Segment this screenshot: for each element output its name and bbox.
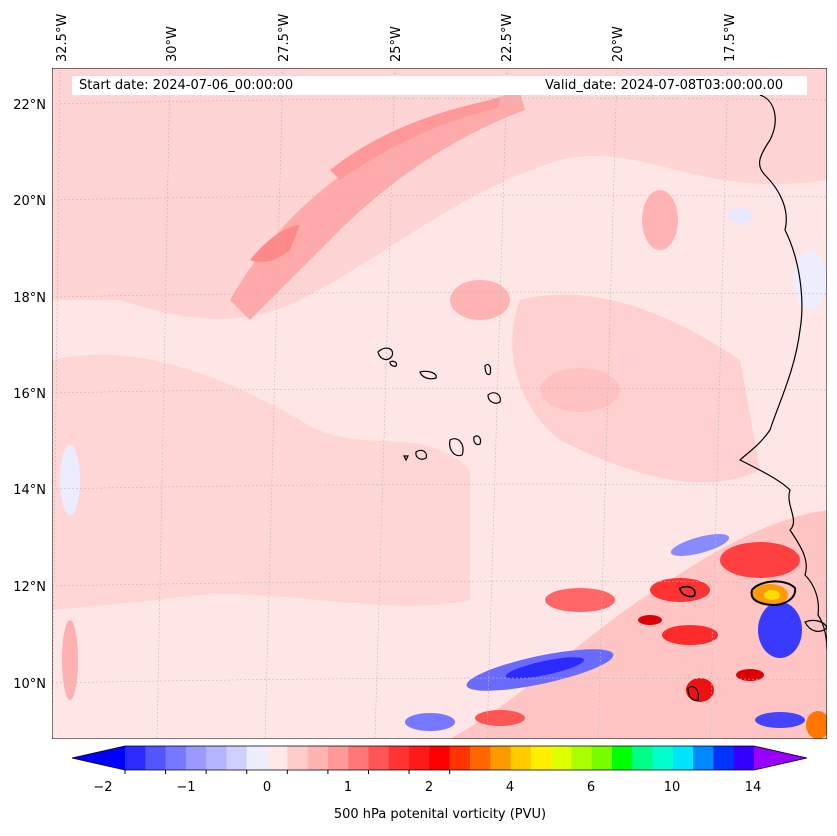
lat-label: 18°N	[13, 291, 46, 306]
colorbar-extend-max	[754, 746, 807, 770]
coastline	[377, 94, 827, 701]
colorbar-segment	[409, 746, 430, 770]
colorbar-segment	[652, 746, 674, 770]
pv-contour-patch	[450, 280, 510, 320]
pv-contour-band	[230, 92, 525, 320]
colorbar-segment	[490, 746, 512, 770]
colorbar-tick-label: −2	[93, 780, 113, 795]
pv-contour-pink	[52, 354, 470, 610]
pv-contour-positive	[545, 588, 615, 612]
pv-contour-patch	[540, 368, 620, 412]
lon-label: 30°W	[165, 26, 180, 62]
lon-label: 25°W	[389, 26, 404, 62]
start-date-label: Start date: 2024-07-06_00:00:00	[79, 78, 294, 93]
lat-label: 12°N	[13, 580, 46, 595]
pv-contour-negative	[405, 713, 455, 731]
colorbar-segment	[551, 746, 572, 770]
colorbar-segment	[145, 746, 167, 770]
lat-label: 16°N	[13, 387, 46, 402]
colorbar-segment	[632, 746, 654, 770]
colorbar-tick-label: 14	[744, 780, 762, 795]
pv-contour-negative	[755, 712, 805, 728]
colorbar-segments	[71, 745, 808, 771]
colorbar-segment	[206, 746, 227, 770]
colorbar-segment	[672, 746, 694, 770]
colorbar-segment	[429, 746, 451, 770]
lon-label: 27.5°W	[277, 13, 292, 62]
lon-label: 17.5°W	[723, 13, 738, 62]
pv-contour-high	[806, 711, 827, 739]
pv-contour-band-core	[330, 98, 500, 180]
colorbar-segment	[693, 746, 714, 770]
map-plot-area	[52, 68, 827, 739]
pv-contour-positive	[638, 615, 662, 625]
colorbar-tick-marks	[124, 770, 451, 774]
pv-contour-positive	[720, 542, 800, 578]
colorbar-segment	[510, 746, 532, 770]
pv-contour-negative	[670, 534, 730, 556]
pv-contour-positive	[736, 669, 764, 681]
pv-contour-positive	[686, 678, 714, 702]
valid-date-label: Valid_date: 2024-07-08T03:00:00.00	[545, 78, 784, 93]
colorbar-extend-min	[72, 746, 125, 770]
colorbar-segment	[125, 746, 146, 770]
colorbar-segment	[449, 746, 471, 770]
pv-contour-patch-blue	[728, 207, 752, 223]
pv-contour-negative	[758, 602, 802, 658]
colorbar-tick-label: 4	[505, 780, 515, 795]
pv-contour-pink	[52, 68, 827, 319]
colorbar-segment	[530, 746, 552, 770]
lat-label: 10°N	[13, 677, 46, 692]
colorbar-tick-label: 10	[663, 780, 681, 795]
colorbar-tick-label: 1	[343, 780, 353, 795]
lat-label: 14°N	[13, 483, 46, 498]
lon-label: 22.5°W	[500, 13, 515, 62]
colorbar-segment	[267, 746, 288, 770]
lon-label: 20°W	[611, 26, 626, 62]
info-bar	[72, 76, 807, 95]
colorbar-segment	[246, 746, 268, 770]
colorbar-segment	[388, 746, 410, 770]
colorbar-tick-label: 6	[586, 780, 596, 795]
pv-contour-high	[764, 590, 780, 600]
lon-label: 32.5°W	[55, 13, 70, 62]
colorbar-segment	[185, 746, 207, 770]
colorbar-segment	[348, 746, 369, 770]
colorbar-segment	[226, 746, 248, 770]
colorbar-tick-label: 2	[424, 780, 434, 795]
colorbar-segment	[591, 746, 613, 770]
lat-label: 20°N	[13, 194, 46, 209]
colorbar-segment	[307, 746, 329, 770]
pv-contour-patch-blue	[794, 250, 826, 310]
pv-contour-positive	[475, 710, 525, 726]
lat-label: 22°N	[13, 98, 46, 113]
pv-contour-patch-blue	[60, 445, 80, 515]
colorbar-segment	[368, 746, 390, 770]
colorbar-segment	[611, 746, 633, 770]
colorbar-segment	[713, 746, 735, 770]
colorbar-segment	[287, 746, 309, 770]
colorbar-segment	[469, 746, 491, 770]
colorbar-title: 500 hPa potenital vorticity (PVU)	[333, 807, 547, 822]
colorbar	[71, 745, 808, 774]
colorbar-segment	[327, 746, 349, 770]
pv-contour-positive	[662, 625, 718, 645]
pv-contour-band-core	[250, 225, 300, 263]
pv-contour-patch	[642, 190, 678, 250]
colorbar-segment	[165, 746, 187, 770]
colorbar-segment	[571, 746, 593, 770]
colorbar-segment	[733, 746, 755, 770]
pv-contour-patch	[62, 620, 78, 700]
gridlines	[52, 68, 827, 739]
colorbar-tick-label: −1	[176, 780, 196, 795]
pv-contour-negative	[505, 657, 585, 679]
colorbar-tick-label: 0	[262, 780, 272, 795]
